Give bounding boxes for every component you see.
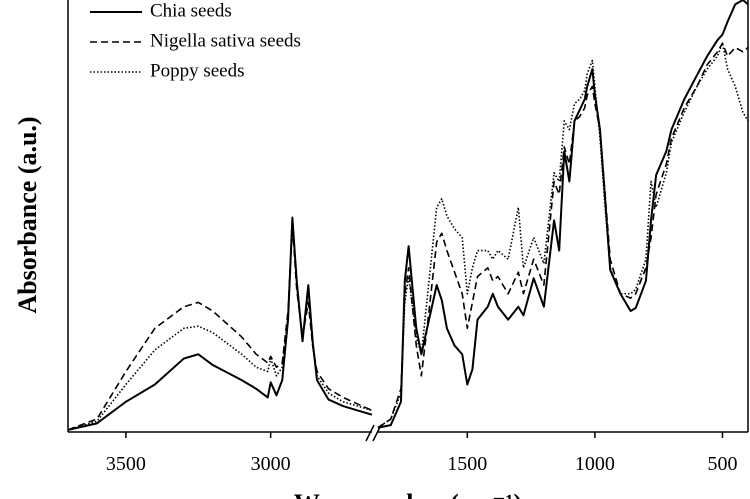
y-axis-title: Absorbance (a.u.) [13, 116, 42, 313]
spectrum-line [377, 42, 749, 429]
spectrum-line [377, 0, 749, 429]
legend-label: Nigella sativa seeds [150, 30, 301, 51]
spectrum-line [377, 42, 749, 429]
x-tick-label: 1500 [447, 453, 487, 475]
x-tick-label: 3500 [106, 453, 146, 475]
x-tick-label: 3000 [251, 453, 291, 475]
spectrum-line [67, 217, 373, 431]
x-axis-title: Wavenumber (cm⁻¹) [294, 489, 522, 499]
x-tick-label: 1000 [575, 453, 615, 475]
spectrum-line [67, 215, 373, 431]
legend-label: Chia seeds [150, 0, 232, 21]
x-tick-label: 500 [707, 453, 737, 475]
legend-label: Poppy seeds [150, 60, 244, 81]
spectrum-line [67, 223, 373, 431]
